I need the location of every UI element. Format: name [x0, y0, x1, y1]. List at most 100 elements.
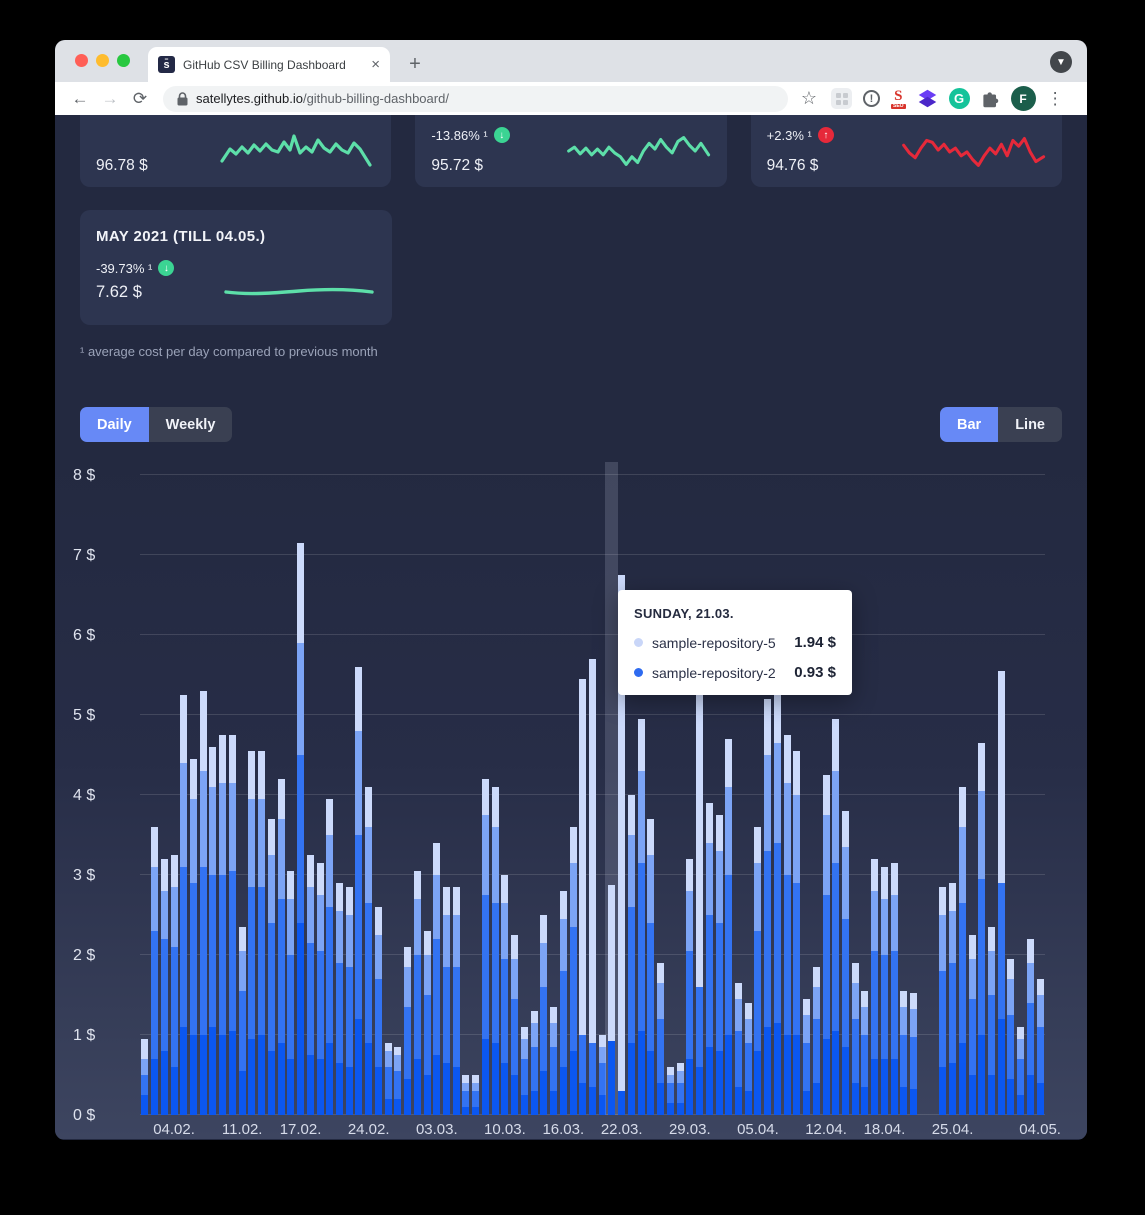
new-tab-button[interactable]: + [409, 53, 421, 75]
stacked-bar[interactable] [793, 751, 801, 1115]
stacked-bar[interactable] [987, 927, 995, 1115]
stacked-bar[interactable] [501, 875, 509, 1115]
stacked-bar[interactable] [277, 779, 285, 1115]
stacked-bar[interactable] [978, 743, 986, 1115]
info-extension-icon[interactable]: ! [863, 90, 880, 107]
stacked-bar[interactable] [170, 855, 178, 1115]
maximize-window-button[interactable] [117, 54, 130, 67]
stacked-bar[interactable] [569, 827, 577, 1115]
stacked-bar[interactable] [608, 885, 616, 1115]
stacked-bar[interactable] [326, 799, 334, 1115]
stacked-bar[interactable] [316, 863, 324, 1115]
stacked-bar[interactable] [832, 719, 840, 1115]
stacked-bar[interactable] [559, 891, 567, 1115]
stacked-bar[interactable] [1036, 979, 1044, 1115]
stacked-bar[interactable] [861, 991, 869, 1115]
layers-extension-icon[interactable] [917, 88, 938, 109]
minimize-window-button[interactable] [96, 54, 109, 67]
stacked-bar[interactable] [481, 779, 489, 1115]
stacked-bar[interactable] [550, 1007, 558, 1115]
stacked-bar[interactable] [258, 751, 266, 1115]
stacked-bar[interactable] [335, 883, 343, 1115]
stacked-bar[interactable] [618, 575, 626, 1115]
browser-menu-icon[interactable]: ⋮ [1046, 88, 1064, 108]
stacked-bar[interactable] [297, 543, 305, 1115]
extensions-puzzle-icon[interactable] [981, 89, 1000, 108]
stacked-bar[interactable] [676, 1063, 684, 1115]
stacked-bar[interactable] [1017, 1027, 1025, 1115]
tab-search-chevron-icon[interactable]: ▼ [1050, 51, 1072, 73]
stacked-bar[interactable] [345, 887, 353, 1115]
stacked-bar[interactable] [306, 855, 314, 1115]
browser-tab[interactable]: s̄ GitHub CSV Billing Dashboard × [148, 47, 390, 82]
stacked-bar[interactable] [686, 859, 694, 1115]
bar-button[interactable]: Bar [940, 407, 999, 442]
stacked-bar[interactable] [968, 935, 976, 1115]
stacked-bar[interactable] [880, 867, 888, 1115]
stacked-bar[interactable] [754, 827, 762, 1115]
stacked-bar[interactable] [238, 927, 246, 1115]
stacked-bar[interactable] [822, 775, 830, 1115]
stacked-bar[interactable] [1007, 959, 1015, 1115]
stacked-bar[interactable] [696, 643, 704, 1115]
stacked-bar[interactable] [491, 787, 499, 1115]
stacked-bar[interactable] [589, 659, 596, 1115]
stacked-bar[interactable] [228, 735, 236, 1115]
stacked-bar[interactable] [598, 1035, 606, 1115]
profile-avatar[interactable]: F [1010, 86, 1036, 111]
stacked-bar[interactable] [530, 1011, 538, 1115]
stacked-bar[interactable] [900, 991, 908, 1115]
stacked-bar[interactable] [384, 1043, 392, 1115]
tab-close-icon[interactable]: × [371, 56, 380, 73]
stacked-bar[interactable] [374, 907, 382, 1115]
stacked-bar[interactable] [141, 1039, 149, 1115]
stacked-bar[interactable] [939, 887, 947, 1115]
stacked-bar[interactable] [423, 931, 431, 1115]
stacked-bar[interactable] [394, 1047, 402, 1115]
stacked-bar[interactable] [511, 935, 519, 1115]
reload-icon[interactable]: ⟳ [132, 88, 148, 108]
stacked-bar[interactable] [1026, 939, 1034, 1115]
stacked-bar[interactable] [199, 691, 207, 1115]
stacked-bar[interactable] [949, 883, 957, 1115]
close-window-button[interactable] [75, 54, 88, 67]
stacked-bar[interactable] [365, 787, 373, 1115]
line-button[interactable]: Line [998, 407, 1062, 442]
stacked-bar[interactable] [219, 735, 227, 1115]
stacked-bar[interactable] [190, 759, 198, 1115]
stacked-bar[interactable] [287, 871, 295, 1115]
stacked-bar[interactable] [433, 843, 441, 1115]
stacked-bar[interactable] [647, 819, 655, 1115]
stacked-bar[interactable] [151, 827, 159, 1115]
stacked-bar[interactable] [803, 999, 811, 1115]
stacked-bar[interactable] [462, 1075, 470, 1115]
stacked-bar[interactable] [160, 859, 168, 1115]
weekly-button[interactable]: Weekly [148, 407, 233, 442]
stacked-bar[interactable] [452, 887, 460, 1115]
stacked-bar[interactable] [413, 871, 421, 1115]
stacked-bar[interactable] [209, 747, 217, 1115]
stacked-bar[interactable] [725, 739, 733, 1115]
seo-extension-icon[interactable]: S SEO [891, 87, 906, 109]
stacked-bar[interactable] [997, 671, 1005, 1115]
stacked-bar[interactable] [783, 735, 791, 1115]
stacked-bar[interactable] [842, 811, 849, 1115]
stacked-bar[interactable] [666, 1067, 674, 1115]
stacked-bar[interactable] [520, 1027, 528, 1115]
stacked-bar[interactable] [355, 667, 363, 1115]
stacked-bar[interactable] [705, 803, 713, 1115]
stacked-bar[interactable] [404, 947, 412, 1115]
stacked-bar[interactable] [764, 699, 772, 1115]
address-bar[interactable]: satellytes.github.io/github-billing-dash… [163, 85, 788, 112]
stacked-bar[interactable] [890, 863, 898, 1115]
stacked-bar[interactable] [267, 819, 275, 1115]
grammarly-icon[interactable]: G [948, 88, 970, 109]
stacked-bar[interactable] [627, 795, 635, 1115]
stacked-bar[interactable] [443, 887, 451, 1115]
disabled-extension-icon[interactable] [831, 88, 852, 109]
forward-icon[interactable]: → [101, 88, 119, 108]
stacked-bar[interactable] [958, 787, 966, 1115]
stacked-bar[interactable] [180, 695, 188, 1115]
stacked-bar[interactable] [910, 993, 918, 1115]
stacked-bar[interactable] [579, 679, 587, 1115]
